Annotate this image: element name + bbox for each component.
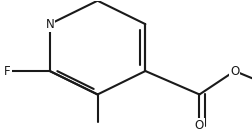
Text: O: O [194, 119, 203, 132]
Text: O: O [229, 65, 238, 78]
Text: N: N [45, 18, 54, 31]
Text: F: F [4, 65, 11, 78]
